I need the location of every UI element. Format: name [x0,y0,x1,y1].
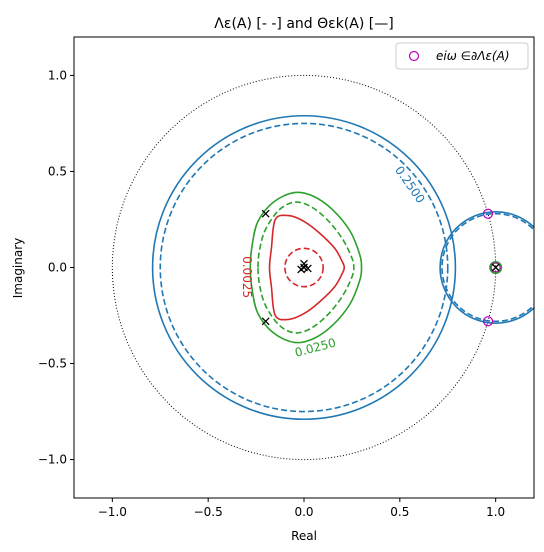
contour-label-1: 0.0250 [293,335,337,359]
contour-0-2500-dashed-0 [441,212,534,323]
x-tick-label-2: 0.0 [294,505,313,519]
y-tick-label-0: −1.0 [38,453,67,467]
x-tick-label-4: 1.0 [486,505,505,519]
contour-label-2: 0.0025 [240,256,254,298]
x-tick-label-0: −1.0 [98,505,127,519]
y-tick-label-4: 1.0 [48,68,67,82]
boundary-point-2 [490,262,501,273]
contour-0-0025-solid-4 [268,214,346,321]
boundary-point-0 [482,208,494,219]
legend: eiω ∈∂Λε(A) [395,42,529,70]
x-axis: −1.0 −0.5 0.0 0.5 1.0 [98,498,505,519]
y-tick-label-1: −0.5 [38,357,67,371]
eigenvalue-marker-1 [261,317,270,326]
eigenvalue-marker-5 [300,263,308,272]
y-tick-label-3: 0.5 [48,164,67,178]
x-tick-label-1: −0.5 [194,505,223,519]
legend-marker-0 [408,50,420,62]
boundary-point-1 [482,316,494,327]
y-axis-label: Imaginary [11,238,25,299]
y-axis: −1.0 −0.5 0.0 0.5 1.0 [38,68,74,467]
x-tick-label-3: 0.5 [390,505,409,519]
x-axis-label: Real [291,529,317,543]
eigenvalue-marker-6 [491,263,500,272]
eigenvalue-marker-0 [261,209,270,218]
legend-label-0: eiω ∈∂Λε(A) [436,49,510,63]
contour-0-0250-solid-3 [249,191,363,344]
contour-0-2500-dashed-0 [159,122,449,413]
contour-0-0250-dashed-2 [257,201,355,334]
legend-box [395,42,529,70]
contour-0-2500-solid-1 [151,114,457,421]
contour-0-0025-right-solid-6 [489,260,503,275]
y-tick-label-2: 0.0 [48,261,67,275]
chart-title: Λε(A) [- -] and Θεk(A) [—] [214,16,393,32]
contour-0-2500-solid-1 [439,211,534,324]
contour-0-0025-dashed-5 [284,247,324,288]
